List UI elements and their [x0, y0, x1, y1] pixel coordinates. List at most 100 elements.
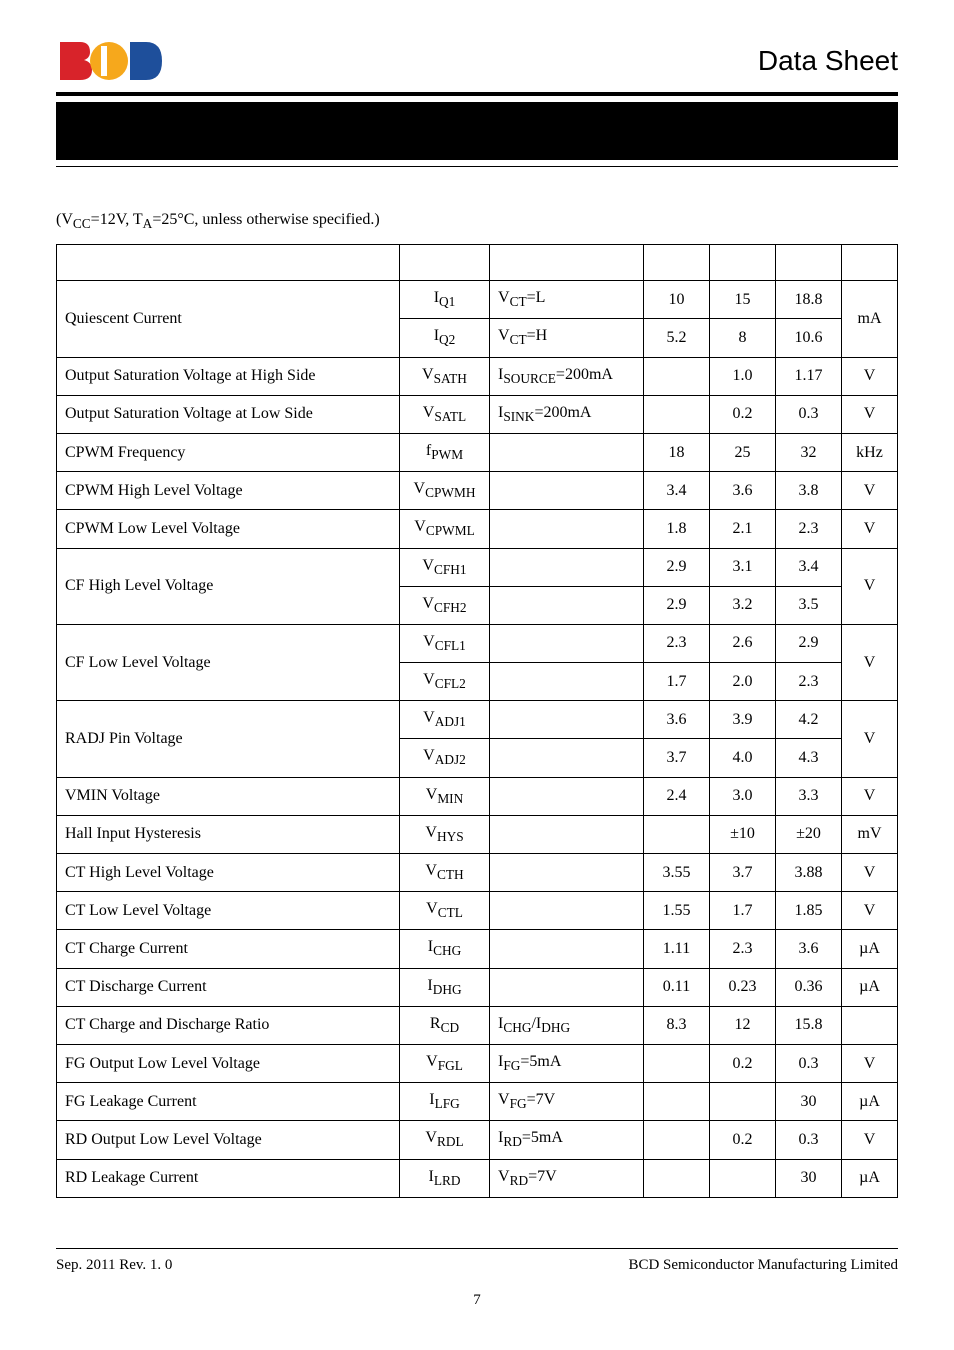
- typ-cell: 15: [710, 281, 776, 319]
- symbol-cell: VCPWML: [400, 510, 490, 548]
- symbol-cell: VADJ2: [400, 739, 490, 777]
- logo: [56, 38, 164, 84]
- parameter-cell: CT High Level Voltage: [57, 854, 400, 892]
- page-footer: Sep. 2011 Rev. 1. 0 BCD Semiconductor Ma…: [56, 1248, 898, 1309]
- title-data-sheet: Data Sheet: [758, 45, 898, 77]
- table-row: CF High Level VoltageVCFH12.93.13.4V: [57, 548, 898, 586]
- table-body: Quiescent CurrentIQ1VCT=L101518.8mAIQ2VC…: [57, 281, 898, 1198]
- typ-cell: 0.2: [710, 1044, 776, 1082]
- min-cell: 2.9: [644, 548, 710, 586]
- max-cell: 2.9: [776, 624, 842, 662]
- typ-cell: [710, 1159, 776, 1197]
- table-row: CPWM Low Level VoltageVCPWML1.82.12.3V: [57, 510, 898, 548]
- symbol-cell: VCPWMH: [400, 472, 490, 510]
- typ-cell: ±10: [710, 815, 776, 853]
- symbol-cell: IQ1: [400, 281, 490, 319]
- typ-cell: [710, 1083, 776, 1121]
- min-cell: 3.7: [644, 739, 710, 777]
- parameter-cell: Hall Input Hysteresis: [57, 815, 400, 853]
- min-cell: 1.55: [644, 892, 710, 930]
- table-row: CT Charge CurrentICHG1.112.33.6µA: [57, 930, 898, 968]
- parameter-cell: CPWM Frequency: [57, 433, 400, 471]
- unit-cell: V: [842, 395, 898, 433]
- min-cell: 8.3: [644, 1006, 710, 1044]
- table-row: CF Low Level VoltageVCFL12.32.62.9V: [57, 624, 898, 662]
- symbol-cell: VCTL: [400, 892, 490, 930]
- typ-cell: 1.0: [710, 357, 776, 395]
- typ-cell: 2.3: [710, 930, 776, 968]
- max-cell: 2.3: [776, 663, 842, 701]
- min-cell: [644, 395, 710, 433]
- unit-cell: V: [842, 854, 898, 892]
- min-cell: [644, 1121, 710, 1159]
- max-cell: 3.4: [776, 548, 842, 586]
- max-cell: 0.3: [776, 1121, 842, 1159]
- symbol-cell: ICHG: [400, 930, 490, 968]
- parameter-cell: CF High Level Voltage: [57, 548, 400, 624]
- min-cell: [644, 1044, 710, 1082]
- symbol-cell: IDHG: [400, 968, 490, 1006]
- condition-cell: [490, 586, 644, 624]
- condition-cell: VCT=L: [490, 281, 644, 319]
- logo-icon: [56, 38, 164, 84]
- min-cell: 1.7: [644, 663, 710, 701]
- condition-cell: [490, 510, 644, 548]
- typ-cell: 0.2: [710, 1121, 776, 1159]
- table-row: CT Discharge CurrentIDHG0.110.230.36µA: [57, 968, 898, 1006]
- max-cell: 3.3: [776, 777, 842, 815]
- unit-cell: V: [842, 892, 898, 930]
- typ-cell: 3.2: [710, 586, 776, 624]
- table-row: CT Charge and Discharge RatioRCDICHG/IDH…: [57, 1006, 898, 1044]
- condition-cell: [490, 777, 644, 815]
- table-row: Quiescent CurrentIQ1VCT=L101518.8mA: [57, 281, 898, 319]
- max-cell: 3.6: [776, 930, 842, 968]
- min-cell: 1.8: [644, 510, 710, 548]
- parameter-cell: CT Charge Current: [57, 930, 400, 968]
- unit-cell: µA: [842, 1083, 898, 1121]
- typ-cell: 2.6: [710, 624, 776, 662]
- symbol-cell: VCFL2: [400, 663, 490, 701]
- typ-cell: 0.2: [710, 395, 776, 433]
- page-header: Data Sheet: [56, 38, 898, 84]
- condition-cell: IFG=5mA: [490, 1044, 644, 1082]
- symbol-cell: VFGL: [400, 1044, 490, 1082]
- table-row: Output Saturation Voltage at High SideVS…: [57, 357, 898, 395]
- max-cell: 2.3: [776, 510, 842, 548]
- unit-cell: V: [842, 357, 898, 395]
- table-row: Output Saturation Voltage at Low SideVSA…: [57, 395, 898, 433]
- min-cell: 5.2: [644, 319, 710, 357]
- condition-cell: ISINK=200mA: [490, 395, 644, 433]
- spec-table: Quiescent CurrentIQ1VCT=L101518.8mAIQ2VC…: [56, 244, 898, 1198]
- symbol-cell: IQ2: [400, 319, 490, 357]
- symbol-cell: VHYS: [400, 815, 490, 853]
- parameter-cell: FG Output Low Level Voltage: [57, 1044, 400, 1082]
- max-cell: 30: [776, 1083, 842, 1121]
- symbol-cell: fPWM: [400, 433, 490, 471]
- min-cell: 2.4: [644, 777, 710, 815]
- condition-cell: [490, 968, 644, 1006]
- typ-cell: 3.0: [710, 777, 776, 815]
- parameter-cell: CF Low Level Voltage: [57, 624, 400, 700]
- table-row: RD Leakage CurrentILRDVRD=7V30µA: [57, 1159, 898, 1197]
- parameter-cell: CPWM Low Level Voltage: [57, 510, 400, 548]
- table-row: VMIN VoltageVMIN2.43.03.3V: [57, 777, 898, 815]
- condition-cell: [490, 433, 644, 471]
- condition-cell: [490, 815, 644, 853]
- min-cell: [644, 1159, 710, 1197]
- min-cell: 2.9: [644, 586, 710, 624]
- max-cell: 0.3: [776, 395, 842, 433]
- symbol-cell: RCD: [400, 1006, 490, 1044]
- symbol-cell: VCFL1: [400, 624, 490, 662]
- min-cell: [644, 357, 710, 395]
- typ-cell: 8: [710, 319, 776, 357]
- min-cell: 18: [644, 433, 710, 471]
- max-cell: ±20: [776, 815, 842, 853]
- unit-cell: V: [842, 1044, 898, 1082]
- symbol-cell: VSATL: [400, 395, 490, 433]
- parameter-cell: CT Discharge Current: [57, 968, 400, 1006]
- unit-cell: µA: [842, 968, 898, 1006]
- typ-cell: 3.6: [710, 472, 776, 510]
- max-cell: 32: [776, 433, 842, 471]
- min-cell: 3.4: [644, 472, 710, 510]
- parameter-cell: RD Leakage Current: [57, 1159, 400, 1197]
